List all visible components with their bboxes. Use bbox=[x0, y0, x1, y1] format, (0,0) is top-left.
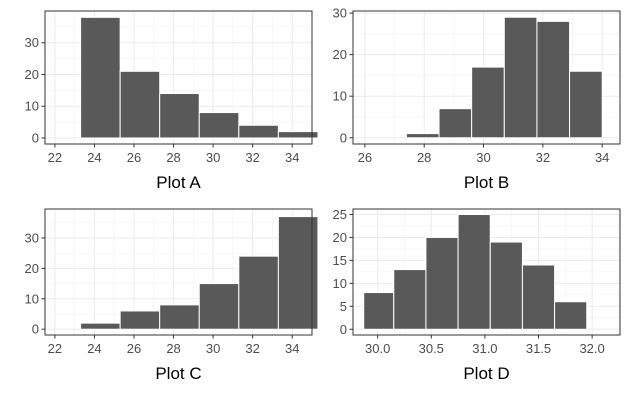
histogram-bar bbox=[159, 304, 200, 330]
histogram-bar bbox=[457, 214, 491, 330]
panel-border bbox=[44, 208, 313, 336]
histogram-bar bbox=[119, 70, 161, 139]
panel-border bbox=[352, 10, 621, 145]
x-tick-label: 32.0 bbox=[579, 341, 604, 356]
x-tick-label: 32 bbox=[245, 150, 259, 165]
histogram-bar bbox=[405, 133, 440, 139]
x-tick-label: 24 bbox=[87, 150, 101, 165]
y-tick-label: 10 bbox=[333, 89, 347, 104]
y-tick-label: 30 bbox=[333, 6, 347, 21]
y-tick-label: 0 bbox=[340, 322, 347, 337]
x-tick-label: 30 bbox=[476, 150, 490, 165]
x-tick-label: 28 bbox=[417, 150, 431, 165]
histogram-bar bbox=[80, 322, 121, 330]
histogram-bar bbox=[159, 93, 200, 139]
histogram-bar bbox=[569, 70, 603, 139]
histogram-bar bbox=[119, 310, 161, 330]
y-tick-label: 20 bbox=[25, 261, 39, 276]
x-tick-label: 26 bbox=[127, 341, 141, 356]
x-tick-label: 32 bbox=[245, 341, 259, 356]
x-tick-label: 34 bbox=[285, 341, 299, 356]
x-tick-label: 26 bbox=[358, 150, 372, 165]
histogram-bar bbox=[438, 108, 473, 139]
x-axis-title: Plot D bbox=[463, 364, 509, 383]
histogram-bar bbox=[393, 269, 427, 330]
x-tick-label: 28 bbox=[166, 150, 180, 165]
chart-panel-1: 22 24 26 28 30 32 34 0 10 20 30 Plot A bbox=[25, 10, 319, 192]
y-tick-label: 20 bbox=[333, 47, 347, 62]
histogram-bar bbox=[363, 292, 395, 330]
x-axis-title: Plot C bbox=[155, 364, 201, 383]
y-tick-label: 10 bbox=[25, 99, 39, 114]
y-tick-label: 10 bbox=[25, 291, 39, 306]
histogram-bar bbox=[80, 16, 121, 139]
histogram-bar bbox=[471, 66, 505, 139]
histogram-bar bbox=[521, 264, 556, 330]
x-tick-label: 28 bbox=[166, 341, 180, 356]
y-tick-label: 15 bbox=[333, 253, 347, 268]
histogram-bar bbox=[536, 20, 571, 139]
y-tick-label: 25 bbox=[333, 207, 347, 222]
y-tick-label: 5 bbox=[340, 299, 347, 314]
histogram-bar bbox=[489, 241, 523, 330]
x-tick-label: 34 bbox=[595, 150, 609, 165]
x-tick-label: 22 bbox=[48, 341, 62, 356]
y-tick-label: 20 bbox=[25, 67, 39, 82]
chart-panel-2: 26 28 30 32 34 0 10 20 30 Plot B bbox=[333, 6, 621, 192]
y-tick-label: 30 bbox=[25, 230, 39, 245]
chart-panel-4: 30.0 30.5 31.0 31.5 32.0 0 5 10 15 20 25 Plot D bbox=[333, 207, 621, 383]
panel-border bbox=[44, 10, 313, 145]
histogram-bar bbox=[277, 216, 319, 330]
histogram-bar bbox=[425, 236, 459, 330]
histogram-bar bbox=[503, 16, 538, 139]
x-tick-label: 26 bbox=[127, 150, 141, 165]
histogram-bar bbox=[198, 283, 240, 330]
x-tick-label: 24 bbox=[87, 341, 101, 356]
y-tick-label: 0 bbox=[32, 130, 39, 145]
x-tick-label: 31.5 bbox=[526, 341, 551, 356]
x-axis-title: Plot B bbox=[464, 173, 509, 192]
histogram-bar bbox=[554, 301, 588, 330]
y-tick-label: 10 bbox=[333, 276, 347, 291]
x-tick-label: 22 bbox=[48, 150, 62, 165]
x-tick-label: 30.0 bbox=[365, 341, 390, 356]
y-tick-label: 30 bbox=[25, 35, 39, 50]
histogram-bar bbox=[198, 112, 240, 139]
x-tick-label: 34 bbox=[285, 150, 299, 165]
x-tick-label: 30.5 bbox=[419, 341, 444, 356]
histogram-bar bbox=[238, 124, 279, 139]
x-axis-title: Plot A bbox=[156, 173, 201, 192]
histogram-bar bbox=[277, 131, 319, 139]
x-tick-label: 30 bbox=[206, 341, 220, 356]
x-tick-label: 30 bbox=[206, 150, 220, 165]
histogram-bar bbox=[238, 255, 279, 330]
panel-border bbox=[352, 208, 621, 336]
x-tick-label: 31.0 bbox=[472, 341, 497, 356]
chart-panel-3: 22 24 26 28 30 32 34 0 10 20 30 Plot C bbox=[25, 208, 319, 383]
x-tick-label: 32 bbox=[536, 150, 550, 165]
y-tick-label: 0 bbox=[340, 130, 347, 145]
y-tick-label: 20 bbox=[333, 230, 347, 245]
y-tick-label: 0 bbox=[32, 322, 39, 337]
